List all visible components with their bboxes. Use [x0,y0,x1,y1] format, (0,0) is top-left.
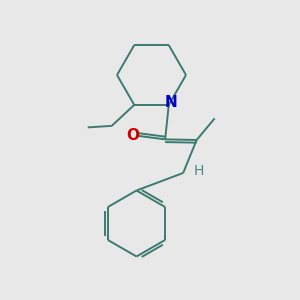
Text: N: N [164,95,177,110]
Text: H: H [194,164,204,178]
Text: O: O [126,128,139,143]
